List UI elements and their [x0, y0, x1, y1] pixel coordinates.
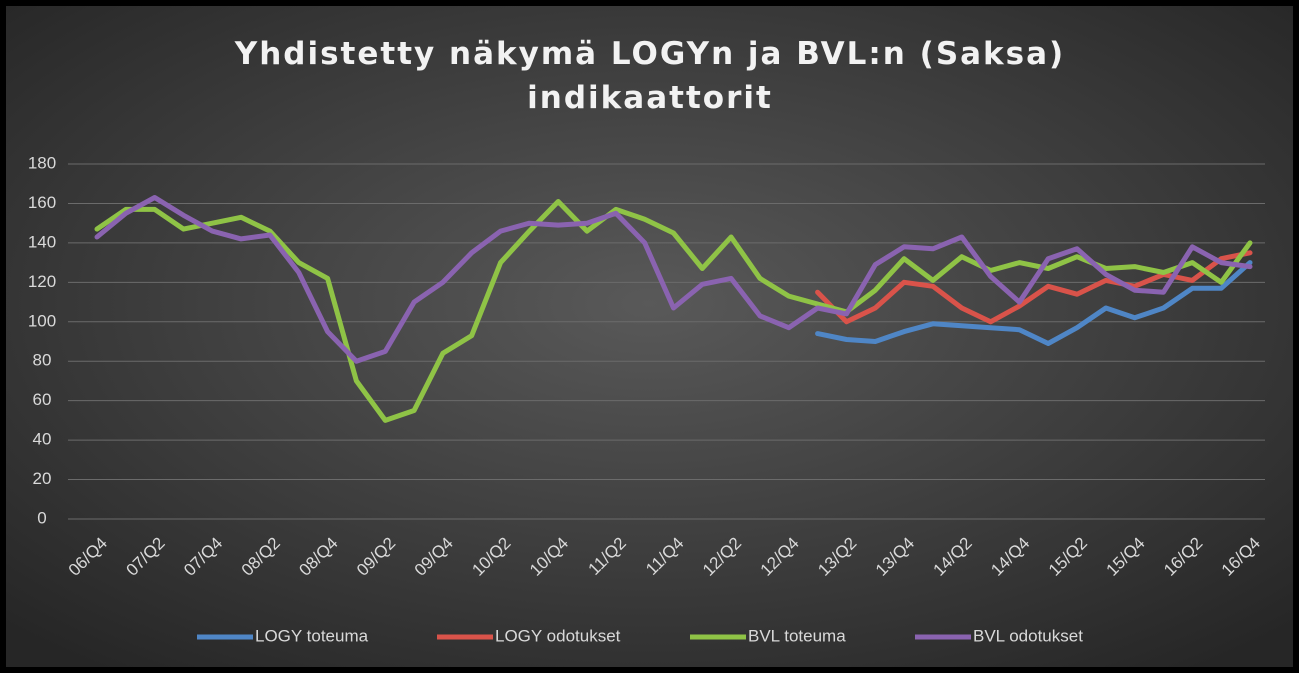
y-tick-label: 80 [33, 351, 52, 370]
series-line [94, 199, 1253, 423]
series-line [94, 195, 1253, 364]
legend-label: BVL toteuma [748, 626, 846, 645]
series-line [815, 260, 1253, 346]
legend-label: LOGY odotukset [495, 626, 621, 645]
y-tick-label: 0 [37, 508, 46, 527]
y-tick-label: 20 [33, 469, 52, 488]
series-line [815, 250, 1253, 325]
y-tick-label: 180 [28, 153, 56, 172]
y-tick-label: 120 [28, 272, 56, 291]
y-tick-label: 100 [28, 311, 56, 330]
chart-title: Yhdistetty näkymä LOGYn ja BVL:n (Saksa)… [234, 36, 1066, 116]
y-tick-label: 60 [33, 390, 52, 409]
y-tick-label: 140 [28, 232, 56, 251]
legend-label: LOGY toteuma [255, 626, 369, 645]
y-tick-label: 160 [28, 193, 56, 212]
chart-background [6, 6, 1293, 667]
title-box: Yhdistetty näkymä LOGYn ja BVL:n (Saksa)… [234, 36, 1066, 116]
legend-label: BVL odotukset [973, 626, 1083, 645]
y-tick-label: 40 [33, 430, 52, 449]
